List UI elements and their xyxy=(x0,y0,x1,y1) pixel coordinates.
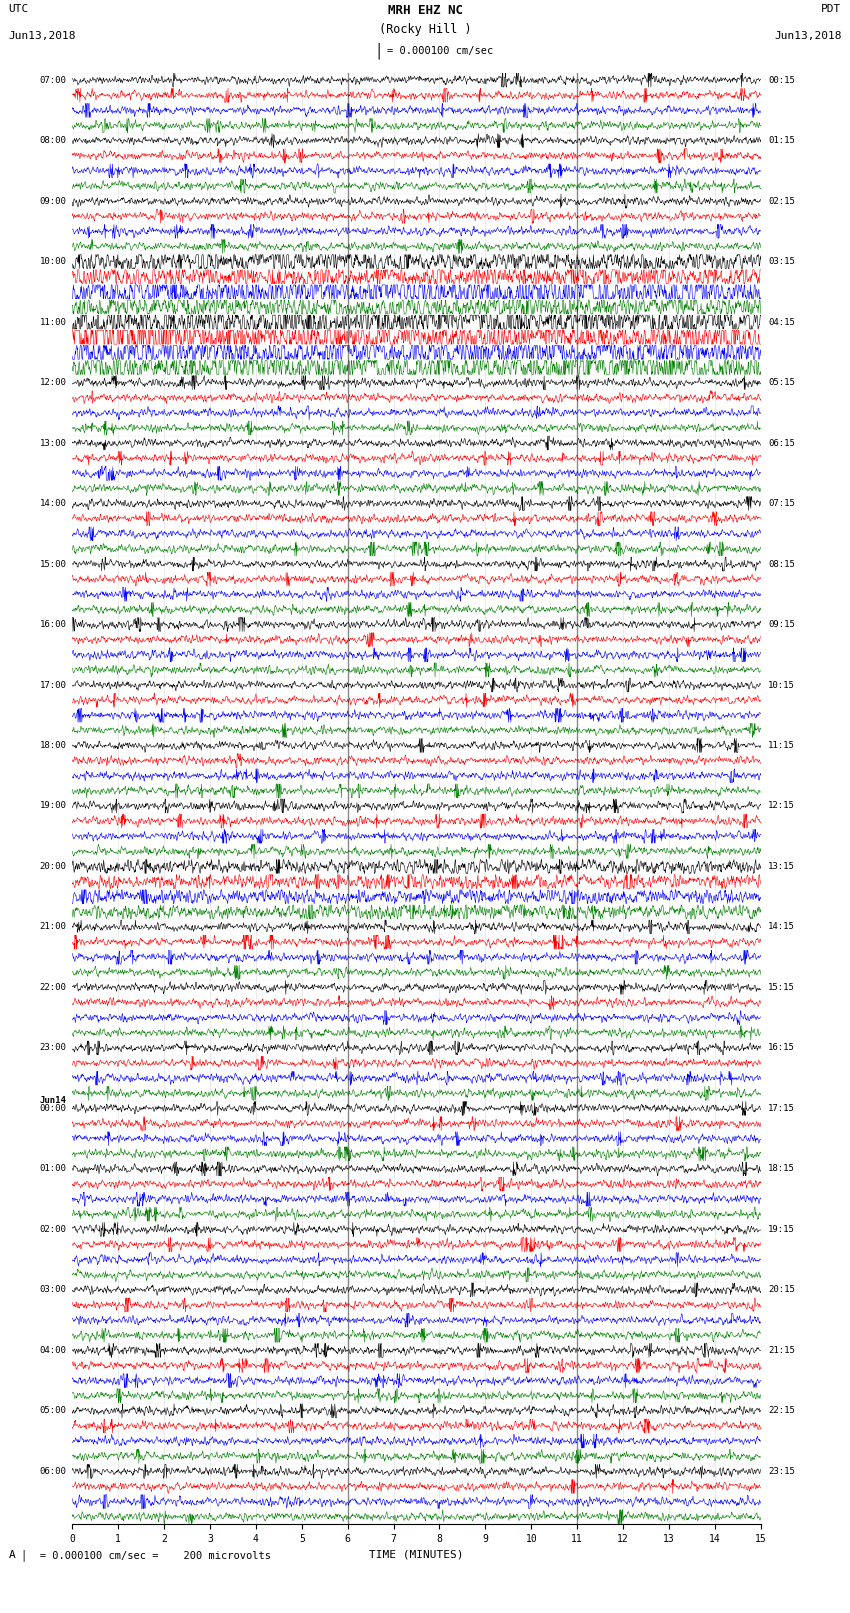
Text: 02:15: 02:15 xyxy=(768,197,795,205)
Text: 13:15: 13:15 xyxy=(768,861,795,871)
Text: 09:00: 09:00 xyxy=(40,197,66,205)
Text: 21:00: 21:00 xyxy=(40,923,66,931)
Text: 04:15: 04:15 xyxy=(768,318,795,326)
Text: 19:00: 19:00 xyxy=(40,802,66,810)
Text: = 0.000100 cm/sec: = 0.000100 cm/sec xyxy=(387,45,493,56)
Text: 19:15: 19:15 xyxy=(768,1224,795,1234)
X-axis label: TIME (MINUTES): TIME (MINUTES) xyxy=(369,1550,464,1560)
Text: PDT: PDT xyxy=(821,3,842,13)
Text: MRH EHZ NC: MRH EHZ NC xyxy=(388,5,462,18)
Text: 07:00: 07:00 xyxy=(40,76,66,84)
Text: 10:00: 10:00 xyxy=(40,256,66,266)
Text: 02:00: 02:00 xyxy=(40,1224,66,1234)
Text: 23:15: 23:15 xyxy=(768,1466,795,1476)
Text: 17:00: 17:00 xyxy=(40,681,66,689)
Text: 15:15: 15:15 xyxy=(768,982,795,992)
Text: │  = 0.000100 cm/sec =    200 microvolts: │ = 0.000100 cm/sec = 200 microvolts xyxy=(21,1550,271,1561)
Text: 05:15: 05:15 xyxy=(768,377,795,387)
Text: 07:15: 07:15 xyxy=(768,498,795,508)
Text: 03:15: 03:15 xyxy=(768,256,795,266)
Text: 18:15: 18:15 xyxy=(768,1165,795,1173)
Text: 00:00: 00:00 xyxy=(40,1103,66,1113)
Text: 17:15: 17:15 xyxy=(768,1103,795,1113)
Text: 15:00: 15:00 xyxy=(40,560,66,568)
Text: 12:15: 12:15 xyxy=(768,802,795,810)
Text: (Rocky Hill ): (Rocky Hill ) xyxy=(379,23,471,35)
Text: 18:00: 18:00 xyxy=(40,740,66,750)
Text: 12:00: 12:00 xyxy=(40,377,66,387)
Text: 05:00: 05:00 xyxy=(40,1407,66,1415)
Text: Jun13,2018: Jun13,2018 xyxy=(8,31,76,42)
Text: 00:15: 00:15 xyxy=(768,76,795,84)
Text: 10:15: 10:15 xyxy=(768,681,795,689)
Text: 16:15: 16:15 xyxy=(768,1044,795,1052)
Text: 06:00: 06:00 xyxy=(40,1466,66,1476)
Text: 06:15: 06:15 xyxy=(768,439,795,447)
Text: A: A xyxy=(8,1550,15,1560)
Text: 22:00: 22:00 xyxy=(40,982,66,992)
Text: 04:00: 04:00 xyxy=(40,1345,66,1355)
Text: 11:15: 11:15 xyxy=(768,740,795,750)
Text: UTC: UTC xyxy=(8,3,29,13)
Text: 08:00: 08:00 xyxy=(40,135,66,145)
Text: Jun14: Jun14 xyxy=(40,1097,66,1105)
Text: 13:00: 13:00 xyxy=(40,439,66,447)
Text: 03:00: 03:00 xyxy=(40,1286,66,1294)
Text: 14:00: 14:00 xyxy=(40,498,66,508)
Text: 21:15: 21:15 xyxy=(768,1345,795,1355)
Text: 14:15: 14:15 xyxy=(768,923,795,931)
Text: 20:00: 20:00 xyxy=(40,861,66,871)
Text: 11:00: 11:00 xyxy=(40,318,66,326)
Text: 09:15: 09:15 xyxy=(768,619,795,629)
Text: 20:15: 20:15 xyxy=(768,1286,795,1294)
Text: 01:15: 01:15 xyxy=(768,135,795,145)
Text: 01:00: 01:00 xyxy=(40,1165,66,1173)
Text: 08:15: 08:15 xyxy=(768,560,795,568)
Text: 16:00: 16:00 xyxy=(40,619,66,629)
Text: Jun13,2018: Jun13,2018 xyxy=(774,31,842,42)
Text: │: │ xyxy=(374,42,382,60)
Text: 22:15: 22:15 xyxy=(768,1407,795,1415)
Text: 23:00: 23:00 xyxy=(40,1044,66,1052)
